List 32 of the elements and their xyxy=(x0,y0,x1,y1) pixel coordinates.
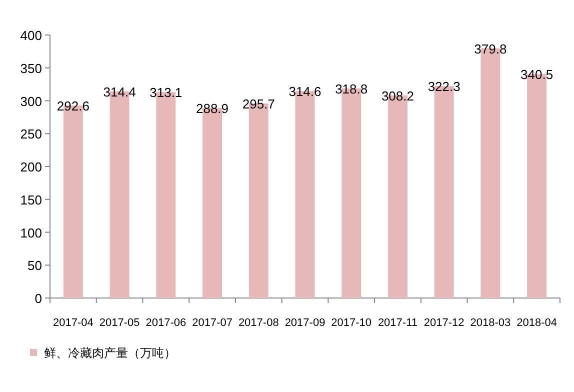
y-tick-label: 0 xyxy=(34,291,42,306)
data-label: 322.3 xyxy=(428,79,460,94)
data-label: 314.4 xyxy=(103,84,136,100)
x-tick-label: 2017-09 xyxy=(284,317,326,329)
legend-label: 鲜、冷藏肉产量（万吨） xyxy=(44,346,176,360)
data-label: 318.8 xyxy=(335,81,368,96)
x-tick-label: 2017-04 xyxy=(52,317,94,329)
data-label: 340.5 xyxy=(520,67,554,82)
y-tick-label: 300 xyxy=(20,94,42,109)
y-tick-label: 250 xyxy=(20,126,42,142)
y-tick-label: 50 xyxy=(28,258,42,274)
data-label: 314.6 xyxy=(288,84,322,100)
y-tick-label: 200 xyxy=(20,160,42,174)
x-tick-label: 2017-11 xyxy=(378,317,418,329)
data-label: 288.9 xyxy=(196,101,229,116)
y-tick-label: 100 xyxy=(20,225,42,240)
data-label: 313.1 xyxy=(150,85,182,100)
data-label: 308.2 xyxy=(381,88,414,104)
x-tick-label: 2017-08 xyxy=(238,317,279,329)
x-tick-label: 2018-04 xyxy=(516,317,558,329)
y-tick-label: 350 xyxy=(20,60,42,76)
x-tick-label: 2017-12 xyxy=(424,317,464,329)
x-tick-label: 2017-10 xyxy=(331,317,372,329)
data-label: 379.8 xyxy=(474,41,507,56)
x-tick-label: 2017-07 xyxy=(192,317,232,329)
y-tick-label: 150 xyxy=(20,192,42,208)
y-tick-label: 400 xyxy=(20,28,42,43)
x-tick-label: 2018-03 xyxy=(470,317,511,329)
x-tick-label: 2017-05 xyxy=(99,317,140,329)
data-label: 295.7 xyxy=(242,96,275,112)
data-label: 292.6 xyxy=(56,98,90,114)
x-tick-label: 2017-06 xyxy=(146,317,186,329)
